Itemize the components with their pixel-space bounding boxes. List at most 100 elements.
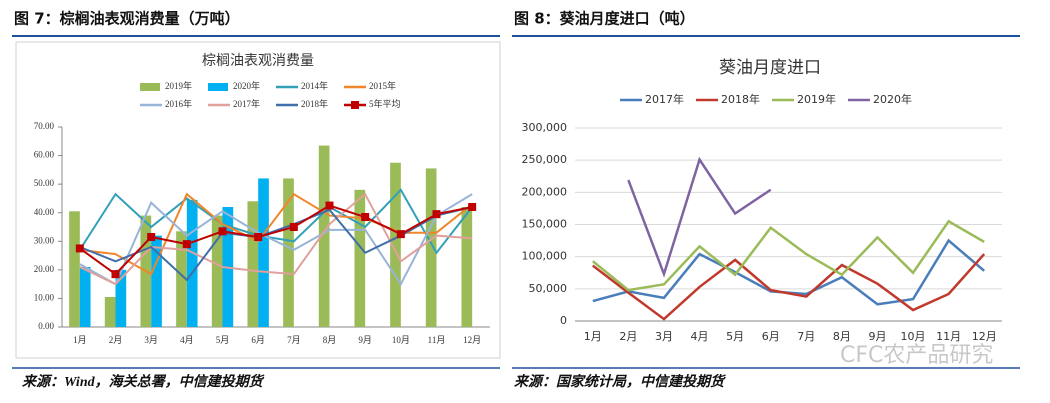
bar: [79, 267, 91, 327]
marker: [325, 201, 334, 210]
x-tick-label: 2月: [109, 335, 123, 345]
legend-marker: [351, 101, 359, 109]
x-tick-label: 8月: [323, 335, 337, 345]
watermark: CFC农产品研究: [840, 343, 993, 368]
x-tick-label: 1月: [584, 330, 602, 343]
marker: [289, 223, 298, 231]
line: [592, 219, 985, 292]
line: [592, 238, 986, 306]
y-tick-label: 300,000: [522, 121, 568, 134]
legend-swatch: [208, 83, 228, 91]
x-tick-label: 7月: [797, 330, 815, 343]
bar: [69, 211, 80, 327]
x-tick-label: 9月: [868, 330, 886, 343]
y-tick-label: 10.00: [34, 292, 55, 302]
x-tick-label: 7月: [287, 335, 301, 345]
y-tick-label: 0.00: [38, 321, 54, 331]
chart-frame: [15, 41, 501, 359]
legend-label: 2019年: [165, 80, 192, 91]
marker: [361, 213, 370, 221]
x-tick-label: 1月: [73, 335, 87, 345]
y-tick-label: 250,000: [522, 153, 568, 166]
x-tick-label: 10月: [392, 335, 410, 345]
x-tick-label: 3月: [144, 335, 158, 345]
source: 来源：国家统计局，中信建投期货: [514, 373, 726, 390]
marker: [218, 227, 227, 236]
line: [627, 156, 772, 278]
y-tick-label: 100,000: [522, 250, 568, 263]
bar: [247, 201, 259, 327]
x-tick-label: 4月: [691, 330, 709, 343]
bar: [176, 231, 187, 327]
x-tick-label: 6月: [762, 330, 780, 343]
x-tick-label: 2月: [619, 330, 637, 343]
legend-label: 2020年: [233, 80, 260, 91]
source: 来源：Wind，海关总署，中信建投期货: [22, 373, 265, 390]
y-tick-label: 30.00: [34, 235, 55, 245]
y-tick-label: 200,000: [522, 185, 568, 198]
x-tick-label: 12月: [972, 330, 997, 343]
y-tick-label: 0: [560, 314, 567, 327]
y-tick-label: 70.00: [34, 121, 55, 131]
marker: [254, 233, 263, 241]
bar: [390, 162, 401, 327]
legend-label: 5年平均: [369, 98, 401, 109]
legend-label: 2016年: [165, 98, 192, 109]
line: [79, 193, 473, 287]
line: [79, 192, 473, 286]
y-tick-label: 20.00: [34, 264, 55, 274]
x-tick-label: 5月: [216, 335, 230, 345]
x-tick-label: 4月: [180, 335, 194, 345]
x-tick-label: 5月: [726, 330, 744, 343]
bar: [461, 207, 473, 327]
chart-title: 棕榈油表观消费量: [202, 53, 314, 69]
marker: [75, 244, 84, 253]
y-tick-label: 150,000: [522, 218, 568, 231]
x-tick-label: 6月: [251, 335, 265, 345]
line: [79, 204, 473, 276]
x-tick-label: 3月: [655, 330, 673, 343]
x-tick-label: 12月: [463, 335, 481, 345]
bar: [115, 269, 127, 327]
figure-title: 图 7：棕榈油表观消费量（万吨）: [14, 10, 240, 28]
bar: [104, 297, 116, 327]
legend-label: 2017年: [645, 92, 684, 106]
x-tick-label: 10月: [901, 330, 926, 343]
y-tick-label: 50,000: [529, 282, 568, 295]
marker: [111, 270, 120, 279]
bar: [283, 178, 294, 327]
legend-swatch: [140, 83, 160, 91]
bar: [211, 215, 223, 327]
line: [592, 253, 986, 321]
bar: [186, 199, 198, 327]
y-tick-label: 40.00: [34, 207, 55, 217]
legend-label: 2014年: [301, 80, 328, 91]
y-tick-label: 50.00: [34, 178, 55, 188]
legend-label: 2017年: [233, 98, 260, 109]
x-tick-label: 11月: [428, 335, 446, 345]
marker: [396, 230, 405, 239]
bar: [151, 235, 162, 327]
marker: [432, 210, 441, 219]
marker: [147, 233, 156, 241]
bar: [318, 145, 330, 327]
chart-title: 葵油月度进口: [719, 58, 821, 78]
bar: [354, 189, 366, 327]
line: [78, 188, 473, 255]
legend-label: 2020年: [873, 92, 912, 106]
legend-label: 2018年: [721, 92, 760, 106]
x-tick-label: 9月: [358, 335, 372, 345]
legend-label: 2015年: [369, 80, 396, 91]
legend-label: 2019年: [797, 92, 836, 106]
bar: [258, 178, 269, 327]
legend-label: 2018年: [301, 98, 328, 109]
y-tick-label: 60.00: [34, 150, 55, 160]
marker: [468, 203, 477, 211]
x-tick-label: 8月: [833, 330, 851, 343]
marker: [182, 240, 191, 249]
line: [79, 206, 473, 282]
bar: [425, 168, 437, 327]
figure-title: 图 8：葵油月度进口（吨）: [514, 10, 695, 28]
x-tick-label: 11月: [936, 330, 961, 343]
